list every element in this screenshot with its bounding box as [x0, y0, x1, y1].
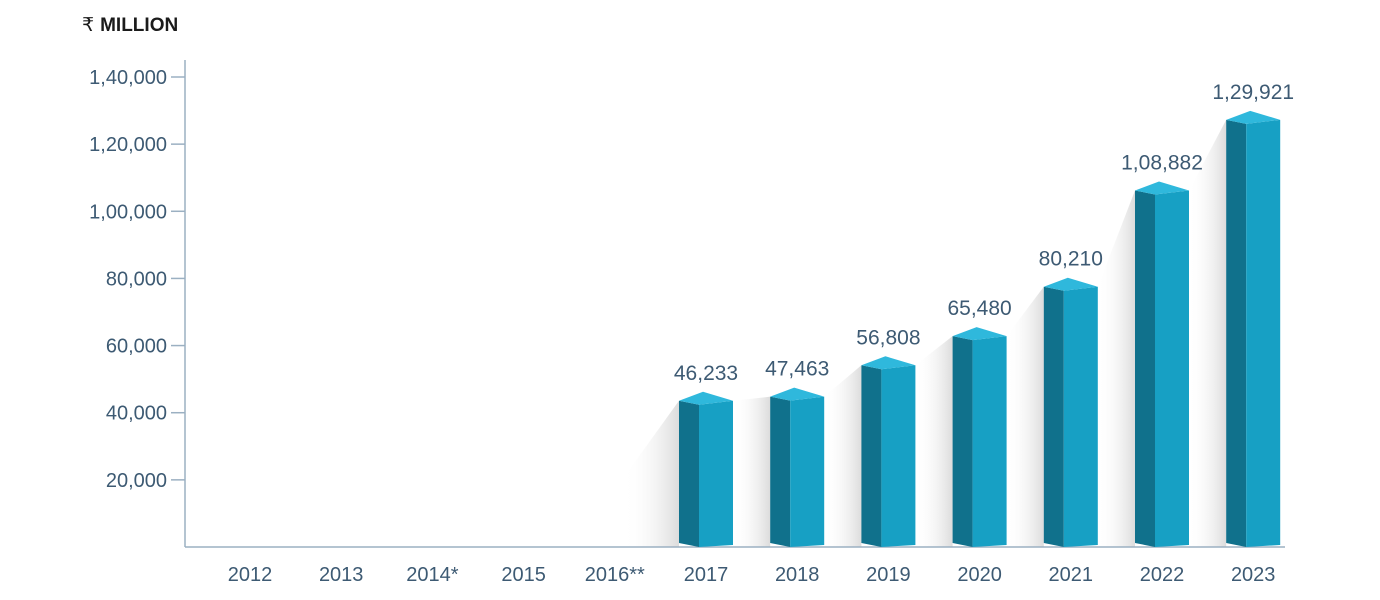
bar	[1043, 277, 1098, 547]
bar-front	[972, 336, 1007, 547]
x-tick-label: 2023	[1231, 564, 1276, 586]
bar-top	[1043, 277, 1098, 291]
bar-top	[679, 391, 733, 405]
bar-shadow	[1006, 286, 1044, 547]
bar-front	[1246, 119, 1281, 547]
y-tick-label: 60,000	[106, 336, 167, 358]
bar-side	[770, 396, 791, 547]
bar-front	[1063, 286, 1098, 547]
bar-shadow	[624, 400, 679, 547]
bar-top	[861, 356, 916, 370]
bar	[1226, 110, 1281, 547]
bar-side	[1135, 190, 1155, 547]
bar-front	[790, 396, 825, 547]
x-tick-label: 2020	[957, 564, 1002, 586]
y-tick-label: 20,000	[106, 470, 167, 492]
y-unit-label: ₹ MILLION	[82, 14, 178, 37]
bar-side	[952, 336, 973, 547]
bars	[679, 110, 1281, 547]
bar-value-label: 80,210	[1039, 248, 1103, 271]
bar-shadows	[624, 119, 1227, 547]
axes: 20,000 40,000 60,000 80,000 1,00,000 1,20,000…	[89, 60, 1285, 548]
bar-value-label: 46,233	[674, 362, 738, 385]
x-tick-label: 2014*	[406, 564, 458, 586]
x-tick-label: 2016**	[585, 564, 645, 586]
bar-top	[952, 327, 1007, 341]
bar-value-label: 65,480	[947, 297, 1011, 320]
bar	[1135, 181, 1189, 547]
bar-value-label: 1,29,921	[1212, 81, 1294, 104]
bar-top	[1226, 110, 1281, 124]
bar-front	[881, 365, 916, 547]
y-tick-label: 1,40,000	[89, 67, 167, 89]
unit-text: MILLION	[100, 15, 179, 36]
y-tick-label: 80,000	[106, 268, 167, 290]
x-tick-label: 2015	[501, 564, 546, 586]
x-tick-label: 2017	[684, 564, 729, 586]
y-tick-label: 40,000	[106, 403, 167, 425]
bar-value-label: 56,808	[856, 326, 920, 349]
bar-front	[699, 400, 733, 547]
x-tick-label: 2012	[228, 564, 273, 586]
bar-front	[1155, 190, 1189, 547]
bar	[861, 356, 916, 547]
labels: 2012 2013 2014* 2015 2016** 2017 2018 2019 2020 2…	[228, 81, 1294, 586]
bar-value-label: 47,463	[765, 358, 829, 381]
bar	[770, 387, 825, 547]
bar-side	[679, 400, 699, 547]
x-tick-label: 2022	[1140, 564, 1185, 586]
bar-shadow	[1189, 119, 1227, 547]
x-tick-label: 2019	[866, 564, 911, 586]
x-tick-label: 2013	[319, 564, 364, 586]
bar	[952, 327, 1007, 547]
bar-shadow	[824, 365, 862, 547]
currency-symbol: ₹	[82, 15, 95, 36]
bar-shadow	[915, 336, 953, 547]
bar-value-label: 1,08,882	[1121, 151, 1203, 174]
bar-top	[1135, 181, 1189, 195]
x-tick-label: 2021	[1049, 564, 1094, 586]
bar-shadow	[1097, 190, 1135, 547]
bar-side	[1043, 286, 1064, 547]
bar-shadow	[733, 396, 771, 547]
x-tick-label: 2018	[775, 564, 820, 586]
bar-side	[861, 365, 882, 547]
y-tick-label: 1,20,000	[89, 134, 167, 156]
bar-side	[1226, 119, 1247, 547]
y-tick-label: 1,00,000	[89, 201, 167, 223]
bar	[679, 391, 733, 547]
bar-top	[770, 387, 825, 401]
